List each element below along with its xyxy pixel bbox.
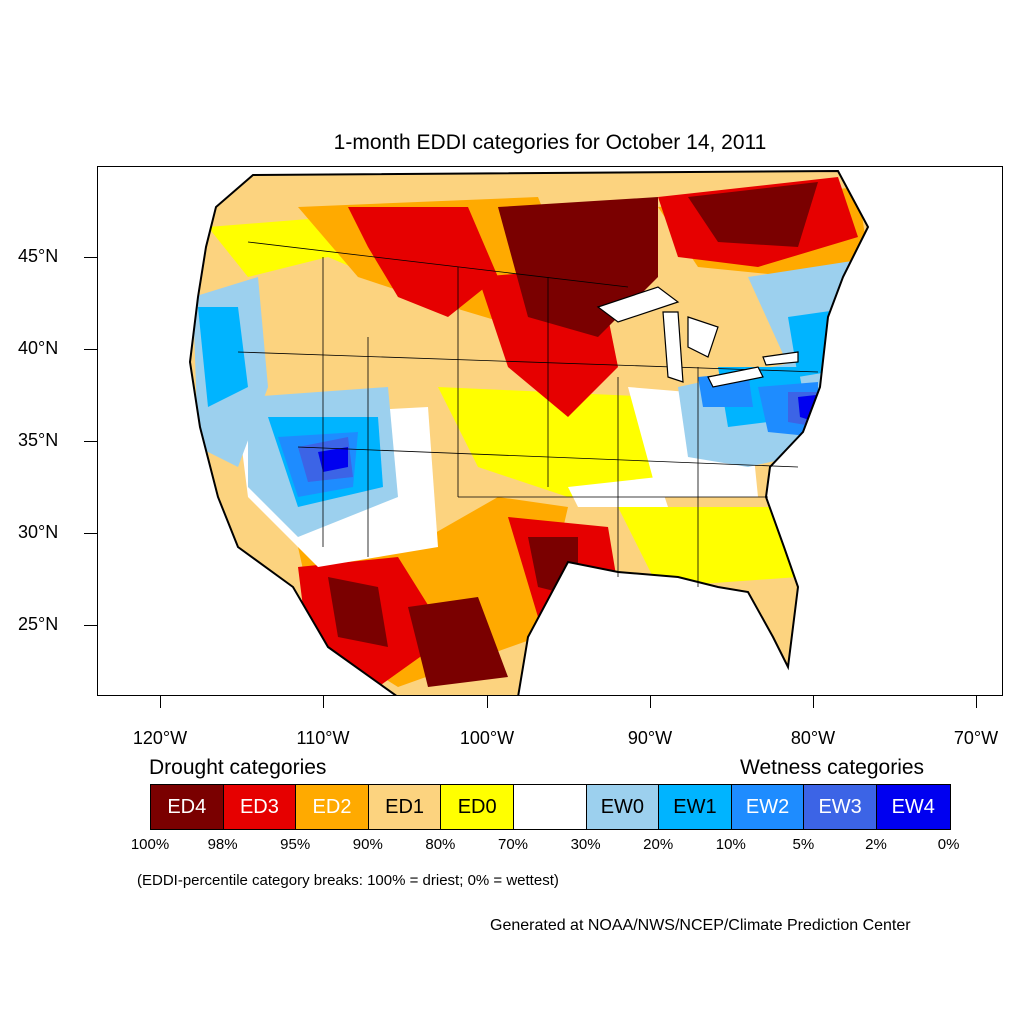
lat-label-35: 35°N bbox=[18, 430, 59, 450]
lon-label-110w: 110°W bbox=[296, 728, 350, 748]
lon-label-100w: 100°W bbox=[459, 728, 515, 748]
legend-cell-ew2: EW2 bbox=[731, 785, 805, 829]
legend-cell-ed1: ED1 bbox=[368, 785, 442, 829]
lon-tick bbox=[650, 696, 651, 708]
lon-label-90w: 90°W bbox=[627, 728, 673, 748]
lat-tick bbox=[84, 441, 97, 442]
lat-label-45: 45°N bbox=[18, 246, 59, 266]
lon-label-120w: 120°W bbox=[132, 728, 188, 748]
lon-tick bbox=[323, 696, 324, 708]
eddi-map-canvas bbox=[98, 167, 1002, 695]
legend-cell-ed3: ED3 bbox=[223, 785, 297, 829]
lon-tick bbox=[160, 696, 161, 708]
lon-label-70w: 70°W bbox=[953, 728, 999, 748]
drought-heading: Drought categories bbox=[149, 756, 327, 779]
percent-break-label: 5% bbox=[792, 836, 815, 853]
legend-cell-ed0: ED0 bbox=[441, 785, 514, 829]
great-lakes bbox=[596, 286, 799, 388]
legend-cell-ew4: EW4 bbox=[876, 785, 950, 829]
legend-cell-ed2: ED2 bbox=[296, 785, 369, 829]
percent-break-label: 70% bbox=[497, 836, 529, 853]
percent-break-label: 20% bbox=[643, 836, 674, 853]
percent-break-label: 100% bbox=[130, 836, 170, 853]
legend-cell-ed4: ED4 bbox=[151, 785, 224, 829]
eddi-map bbox=[97, 166, 1003, 696]
lon-tick bbox=[813, 696, 814, 708]
lon-tick bbox=[976, 696, 977, 708]
wetness-heading: Wetness categories bbox=[740, 756, 925, 779]
legend-cell-ew1: EW1 bbox=[659, 785, 732, 829]
state-boundaries bbox=[237, 241, 819, 587]
legend-cell-ew3: EW3 bbox=[804, 785, 877, 829]
percent-break-label: 90% bbox=[352, 836, 383, 853]
percent-break-label: 80% bbox=[425, 836, 456, 853]
lat-label-25: 25°N bbox=[18, 614, 59, 634]
percent-break-label: 98% bbox=[207, 836, 238, 853]
lat-label-40: 40°N bbox=[18, 338, 59, 358]
lon-tick bbox=[487, 696, 488, 708]
credit-line: Generated at NOAA/NWS/NCEP/Climate Predi… bbox=[490, 917, 911, 934]
legend-cell-ew0: EW0 bbox=[586, 785, 660, 829]
lat-tick bbox=[84, 533, 97, 534]
percent-break-label: 10% bbox=[715, 836, 746, 853]
legend-color-bar: ED4 ED3 ED2 ED1 ED0 EW0 EW1 EW2 EW3 EW4 bbox=[150, 784, 951, 830]
category-fill bbox=[190, 171, 868, 695]
percent-break-label: 95% bbox=[280, 836, 311, 853]
lat-tick bbox=[84, 349, 97, 350]
percent-break-label: 30% bbox=[570, 836, 601, 853]
percent-break-label: 2% bbox=[865, 836, 887, 853]
lat-tick bbox=[84, 625, 97, 626]
lat-tick bbox=[84, 257, 97, 258]
percent-break-label: 0% bbox=[937, 836, 960, 853]
legend-cell-neutral bbox=[513, 785, 587, 829]
coastline bbox=[188, 169, 870, 695]
lat-label-30: 30°N bbox=[18, 522, 59, 542]
lon-label-80w: 80°W bbox=[790, 728, 836, 748]
category-note: (EDDI-percentile category breaks: 100% =… bbox=[137, 872, 559, 889]
map-title: 1-month EDDI categories for October 14, … bbox=[333, 131, 767, 154]
